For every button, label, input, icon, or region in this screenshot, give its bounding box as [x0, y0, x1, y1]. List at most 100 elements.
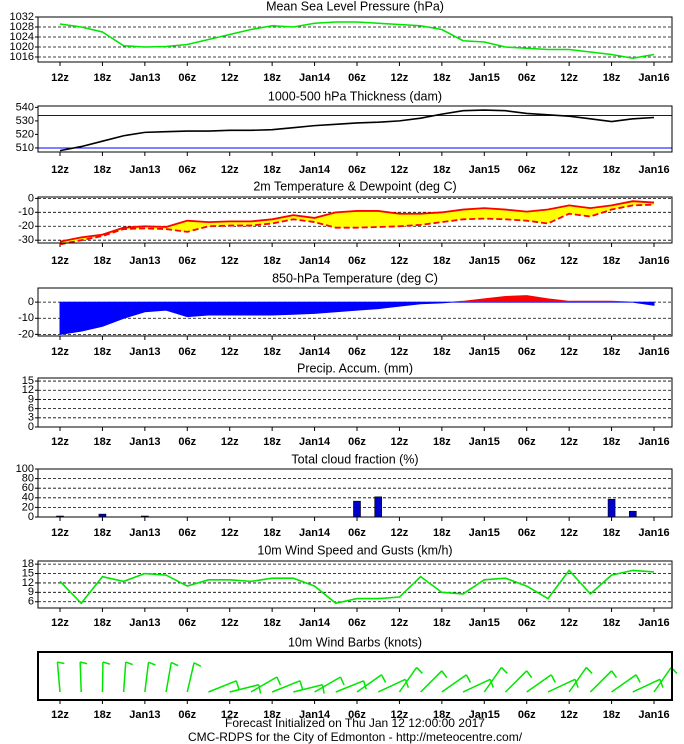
x-tick-label: Jan13 — [129, 164, 160, 176]
x-tick-label: 18z — [94, 72, 112, 84]
x-tick-label: 18z — [603, 527, 621, 539]
x-tick-label: 12z — [221, 617, 239, 629]
x-tick-label: 12z — [221, 436, 239, 448]
y-tick-label: 0 — [28, 192, 34, 204]
x-tick-label: 12z — [51, 436, 69, 448]
x-tick-label: 12z — [560, 709, 578, 721]
x-tick-label: Jan14 — [299, 527, 331, 539]
bar — [374, 496, 383, 518]
wind-barb — [144, 662, 150, 693]
y-tick-label: 520 — [16, 128, 34, 140]
wind-barb-flag — [465, 674, 472, 683]
x-tick-label: 18z — [603, 617, 621, 629]
x-tick-label: 12z — [391, 255, 409, 267]
x-tick-label: 18z — [433, 72, 451, 84]
wind-barb — [229, 684, 260, 693]
x-tick-label: Jan14 — [299, 72, 331, 84]
x-tick-label: 18z — [94, 709, 112, 721]
x-tick-label: 06z — [518, 255, 536, 267]
plot-area — [38, 561, 672, 608]
x-tick-label: Jan13 — [129, 72, 160, 84]
wind-barb — [420, 670, 443, 693]
x-tick-label: 12z — [51, 709, 69, 721]
y-tick-label: 18 — [22, 558, 34, 570]
x-tick-label: 12z — [391, 709, 409, 721]
x-tick-label: 06z — [518, 617, 536, 629]
x-tick-label: 18z — [433, 346, 451, 358]
plot-frame — [37, 468, 673, 518]
panel-title: 10m Wind Speed and Gusts (km/h) — [257, 543, 452, 557]
wind-barb — [101, 661, 104, 693]
wind-barb — [356, 674, 383, 693]
x-tick-label: Jan16 — [638, 617, 669, 629]
x-tick-label: 12z — [51, 617, 69, 629]
x-tick-label: 12z — [560, 436, 578, 448]
x-tick-label: 06z — [178, 346, 196, 358]
wind-barb — [526, 674, 552, 693]
y-tick-label: 12 — [22, 577, 34, 589]
panel-title: 2m Temperature & Dewpoint (deg C) — [253, 179, 456, 193]
x-tick-label: 12z — [51, 72, 69, 84]
x-tick-label: 06z — [178, 527, 196, 539]
wind-barb — [462, 678, 491, 693]
x-tick-label: 18z — [603, 255, 621, 267]
x-tick-label: Jan16 — [638, 527, 669, 539]
x-tick-label: 18z — [94, 346, 112, 358]
y-tick-label: -10 — [18, 312, 34, 324]
x-tick-label: 12z — [221, 346, 239, 358]
plot-frame — [37, 651, 673, 701]
x-tick-label: 18z — [603, 709, 621, 721]
plot-frame — [37, 377, 673, 428]
x-tick-label: 12z — [391, 436, 409, 448]
x-tick-label: 18z — [94, 617, 112, 629]
x-tick-label: 18z — [433, 709, 451, 721]
panel-title: 10m Wind Barbs (knots) — [288, 635, 422, 649]
x-tick-label: 06z — [178, 255, 196, 267]
y-tick-label: -20 — [18, 328, 34, 340]
y-tick-label: 1020 — [10, 41, 34, 53]
x-tick-label: 06z — [178, 617, 196, 629]
x-tick-label: 06z — [178, 72, 196, 84]
x-tick-label: 12z — [221, 527, 239, 539]
y-tick-label: 100 — [16, 463, 34, 475]
x-tick-label: 06z — [518, 72, 536, 84]
x-tick-label: 12z — [560, 527, 578, 539]
x-tick-label: 12z — [391, 164, 409, 176]
footer-line: CMC-RDPS for the City of Edmonton - http… — [188, 730, 523, 744]
x-tick-label: Jan16 — [638, 255, 669, 267]
y-tick-label: 9 — [28, 586, 34, 598]
wind-barb — [165, 662, 173, 693]
plot-frame — [37, 105, 673, 153]
line — [59, 21, 655, 60]
x-tick-label: 18z — [263, 164, 281, 176]
x-tick-label: 06z — [348, 617, 366, 629]
x-tick-label: 12z — [391, 617, 409, 629]
x-tick-label: Jan15 — [469, 527, 500, 539]
y-tick-label: 0 — [28, 421, 34, 433]
bar — [628, 510, 637, 518]
x-tick-label: 18z — [603, 346, 621, 358]
x-tick-label: 12z — [560, 255, 578, 267]
x-tick-label: Jan15 — [469, 709, 500, 721]
x-tick-label: 18z — [263, 527, 281, 539]
x-tick-label: Jan15 — [469, 436, 500, 448]
x-tick-label: 06z — [178, 436, 196, 448]
x-tick-label: Jan16 — [638, 72, 669, 84]
x-tick-label: 18z — [433, 527, 451, 539]
x-tick-label: 18z — [263, 617, 281, 629]
x-tick-label: 18z — [603, 436, 621, 448]
wind-barb-flag — [441, 670, 448, 679]
wind-barb-flag — [585, 666, 593, 674]
x-tick-label: 18z — [433, 617, 451, 629]
x-tick-label: 12z — [391, 527, 409, 539]
x-tick-label: 12z — [560, 346, 578, 358]
plot-area — [38, 652, 672, 700]
wind-barb-flag — [635, 674, 641, 683]
x-tick-label: Jan15 — [469, 164, 500, 176]
x-tick-label: Jan16 — [638, 164, 669, 176]
y-tick-label: 0 — [28, 296, 34, 308]
y-tick-label: 20 — [22, 501, 34, 513]
plot-frame — [37, 560, 673, 609]
wind-barb — [377, 678, 406, 693]
panel-title: Total cloud fraction (%) — [291, 452, 418, 466]
